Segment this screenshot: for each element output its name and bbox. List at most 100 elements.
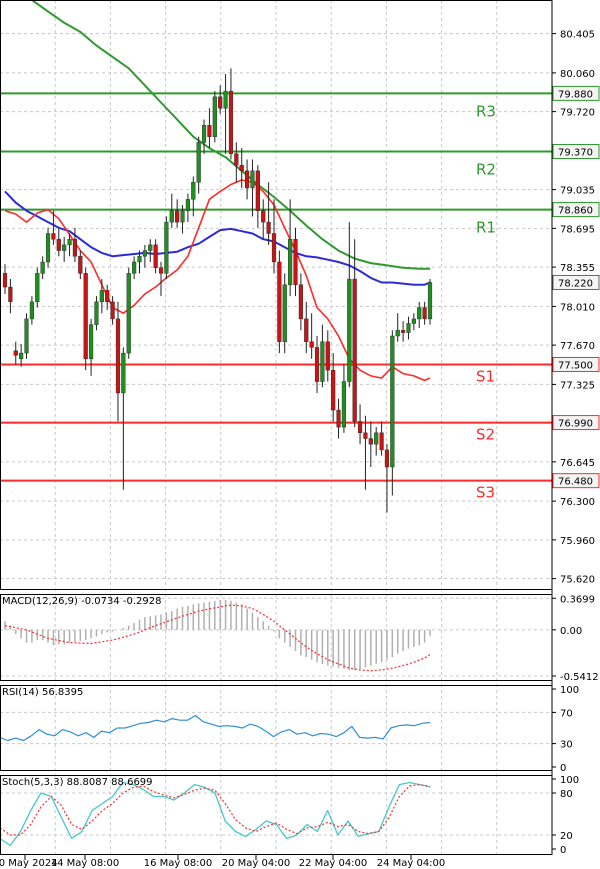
price-axis-tick-label: 80.405 (560, 30, 595, 41)
rsi-panel (0, 714, 431, 742)
rsi-axis-tick-label: 30 (560, 740, 573, 751)
price-axis-tick-label: 76.300 (560, 497, 595, 508)
candle-body (62, 244, 67, 251)
price-panel: R3 R2 R1 S1 S2 S3 (0, 0, 552, 513)
macd-signal-line (4, 604, 431, 672)
time-axis-tick-label: 14 May 08:00 (51, 858, 120, 869)
macd-axis-tick-label: 0.00 (560, 626, 582, 637)
candle-body (83, 273, 88, 359)
level-name-r3: R3 (476, 102, 496, 120)
candle-body (35, 273, 40, 303)
level-price-label-s2: 76.990 (558, 419, 593, 430)
level-price-label-box (552, 473, 600, 489)
macd-label: MACD(12,26,9) -0.0734 -0.2928 (2, 596, 162, 607)
price-axis-tick-label: 75.620 (560, 575, 595, 586)
time-axis-tick-label: 16 May 08:00 (144, 858, 213, 869)
candle-body (13, 350, 18, 356)
level-price-label-r3: 79.880 (558, 89, 593, 100)
price-axis-tick-label: 76.645 (560, 458, 595, 469)
stoch-axis-tick-label: 80 (560, 789, 573, 800)
stoch-label: Stoch(5,3,3) 88.8087 88.6699 (2, 777, 153, 788)
candle-body (390, 335, 395, 468)
candle-body (406, 323, 411, 333)
level-price-label-s3: 76.480 (558, 477, 593, 488)
candle-body (94, 301, 99, 325)
candle-body (212, 96, 217, 137)
price-axis-tick-label: 79.035 (560, 186, 595, 197)
candle-body (110, 301, 115, 320)
level-price-label-box (552, 202, 600, 218)
level-price-label-s1: 77.500 (558, 360, 593, 371)
stoch-axis-tick-label: 0 (560, 845, 566, 856)
level-price-label-r1: 78.860 (558, 206, 593, 217)
candle-body (304, 318, 309, 342)
candle-body (228, 90, 234, 154)
candle-body (374, 432, 379, 445)
last-price-label: 78.220 (558, 278, 593, 289)
price-axis-tick-label: 78.355 (560, 263, 595, 274)
candle-body (218, 96, 223, 109)
candle-body (148, 244, 153, 251)
candle-body (379, 432, 384, 451)
candle-body (314, 347, 320, 382)
candle-body (196, 142, 201, 183)
candle-body (175, 210, 180, 223)
candle-body (185, 199, 190, 211)
rsi-axis-tick-label: 70 (560, 708, 573, 719)
candle-body (40, 261, 45, 274)
candle-body (401, 330, 406, 333)
candle-body (207, 125, 212, 137)
candle-body (2, 273, 8, 288)
moving-average-mid (4, 190, 431, 286)
macd-axis-tick-label: 0.3699 (560, 594, 595, 605)
candle-body (282, 284, 287, 342)
level-name-s1: S1 (476, 367, 495, 385)
time-axis-tick-label: 10 May 2024 (0, 858, 58, 869)
price-axis-tick-label: 77.670 (560, 341, 595, 352)
candle-body (126, 273, 131, 354)
level-name-s2: S2 (476, 426, 495, 444)
candle-body (24, 318, 29, 354)
time-axis-tick-label: 22 May 04:00 (299, 858, 368, 869)
level-price-label-box (552, 143, 600, 159)
candle-body (45, 233, 51, 263)
candle-body (320, 341, 325, 382)
candle-body (19, 352, 24, 359)
candle-body (261, 210, 266, 223)
time-axis-tick-label: 24 May 04:00 (377, 858, 446, 869)
candle-body (153, 244, 158, 268)
price-axis-tick-label: 77.325 (560, 380, 595, 391)
last-price-label-box (552, 274, 600, 290)
level-price-label-r2: 79.370 (558, 147, 593, 158)
candle-body (277, 261, 282, 342)
candle-body (142, 250, 147, 257)
stoch-axis-tick-label: 100 (560, 775, 579, 786)
candle-body (132, 261, 137, 274)
candle-body (164, 221, 169, 274)
candle-body (288, 238, 293, 285)
level-price-label-box (552, 85, 600, 101)
candle-body (255, 170, 260, 211)
candle-body (234, 153, 239, 166)
price-axis-tick-label: 78.695 (560, 224, 595, 235)
price-axis-tick-label: 75.960 (560, 536, 595, 547)
candle-body (331, 369, 336, 411)
level-price-label-box (552, 415, 600, 431)
candle-body (336, 409, 341, 428)
time-axis-tick-label: 20 May 04:00 (222, 858, 291, 869)
candle-body (325, 341, 330, 371)
candle-body (352, 278, 357, 422)
candle-body (357, 421, 363, 434)
level-name-r1: R1 (476, 219, 496, 237)
axes: 80.405 80.060 79.720 79.370 79.035 78.695 78.3… (0, 30, 600, 869)
candle-body (293, 238, 298, 285)
candle-body (72, 238, 78, 257)
candle-body (191, 182, 196, 200)
candle-body (8, 286, 13, 303)
candle-body (411, 318, 416, 324)
candle-body (298, 284, 303, 320)
stoch-axis-tick-label: 20 (560, 831, 573, 842)
price-axis-tick-label: 80.060 (560, 69, 595, 80)
candle-body (105, 290, 110, 303)
